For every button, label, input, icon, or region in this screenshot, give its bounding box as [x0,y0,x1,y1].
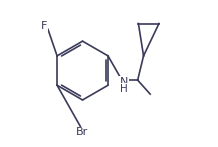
Text: H: H [120,84,128,94]
Text: F: F [40,21,47,31]
Text: Br: Br [76,127,88,137]
Text: N: N [120,77,128,87]
